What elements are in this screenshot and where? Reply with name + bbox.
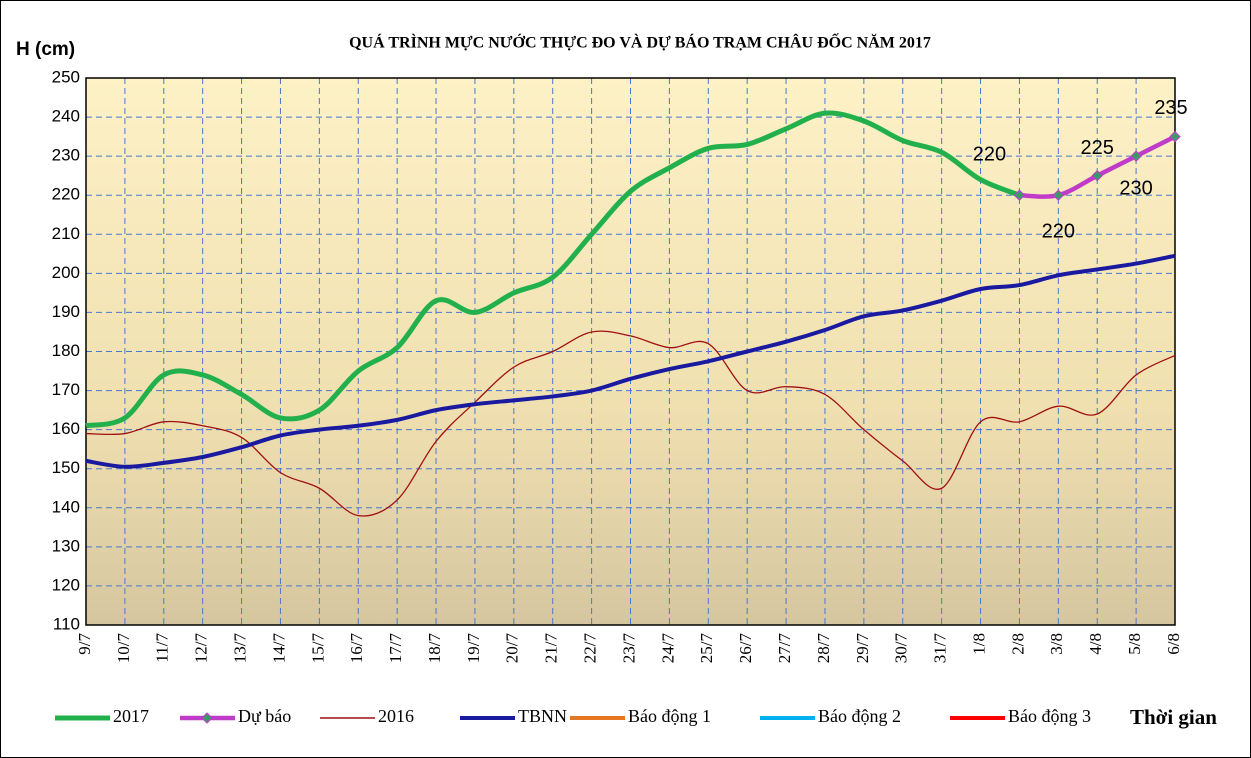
data-label: 220 bbox=[973, 143, 1006, 165]
y-tick-label: 190 bbox=[52, 302, 80, 321]
x-tick-label: 31/7 bbox=[931, 633, 950, 664]
x-tick-label: 24/7 bbox=[658, 633, 677, 664]
y-tick-label: 220 bbox=[52, 185, 80, 204]
legend-marker bbox=[201, 712, 213, 724]
x-tick-label: 3/8 bbox=[1047, 633, 1066, 655]
x-tick-label: 15/7 bbox=[308, 633, 327, 664]
data-label: 220 bbox=[1042, 220, 1075, 242]
x-tick-label: 17/7 bbox=[386, 633, 405, 664]
x-tick-label: 19/7 bbox=[464, 633, 483, 664]
y-tick-label: 210 bbox=[52, 224, 80, 243]
x-tick-label: 1/8 bbox=[969, 633, 988, 655]
x-tick-label: 23/7 bbox=[619, 633, 638, 664]
y-tick-label: 170 bbox=[52, 380, 80, 399]
x-tick-label: 21/7 bbox=[542, 633, 561, 664]
plot-border bbox=[85, 77, 1176, 626]
legend-label: Báo động 3 bbox=[1008, 706, 1091, 726]
x-tick-label: 11/7 bbox=[153, 633, 172, 663]
x-axis-label: Thời gian bbox=[1130, 705, 1217, 729]
y-tick-label: 240 bbox=[52, 107, 80, 126]
x-tick-label: 6/8 bbox=[1164, 633, 1183, 655]
x-tick-label: 25/7 bbox=[697, 633, 716, 664]
legend-label: 2016 bbox=[378, 706, 414, 726]
x-tick-label: 18/7 bbox=[425, 633, 444, 664]
marker bbox=[1013, 189, 1026, 201]
x-tick-label: 20/7 bbox=[503, 633, 522, 664]
y-tick-label: 130 bbox=[52, 536, 80, 555]
series-line bbox=[85, 110, 1021, 429]
x-tick-label: 27/7 bbox=[775, 633, 794, 664]
x-tick-label: 28/7 bbox=[814, 633, 833, 664]
x-tick-label: 14/7 bbox=[269, 633, 288, 664]
y-tick-label: 120 bbox=[52, 575, 80, 594]
legend-label: 2017 bbox=[113, 706, 149, 726]
data-label: 225 bbox=[1081, 137, 1114, 159]
x-tick-label: 2/8 bbox=[1008, 633, 1027, 655]
series-line bbox=[85, 253, 1176, 469]
y-tick-label: 230 bbox=[52, 146, 80, 165]
y-axis-label: H (cm) bbox=[16, 39, 75, 60]
y-tick-label: 110 bbox=[53, 614, 80, 633]
x-tick-label: 29/7 bbox=[853, 633, 872, 664]
marker bbox=[1052, 189, 1065, 201]
y-tick-label: 180 bbox=[52, 341, 80, 360]
x-tick-label: 5/8 bbox=[1125, 633, 1144, 655]
data-label: 235 bbox=[1154, 97, 1187, 119]
x-tick-label: 9/7 bbox=[75, 633, 94, 655]
x-tick-label: 13/7 bbox=[230, 633, 249, 664]
legend-label: Báo động 2 bbox=[818, 706, 901, 726]
y-tick-label: 160 bbox=[52, 419, 80, 438]
legend-label: TBNN bbox=[518, 706, 567, 726]
legend-label: Dự báo bbox=[238, 706, 291, 726]
y-tick-label: 250 bbox=[52, 67, 80, 86]
y-tick-label: 150 bbox=[52, 458, 80, 477]
marker bbox=[1169, 130, 1181, 143]
x-tick-label: 22/7 bbox=[581, 633, 600, 664]
series-line bbox=[85, 330, 1176, 517]
data-label: 230 bbox=[1119, 177, 1152, 199]
x-tick-label: 4/8 bbox=[1086, 633, 1105, 655]
x-tick-label: 12/7 bbox=[192, 633, 211, 664]
legend-label: Báo động 1 bbox=[628, 706, 711, 726]
y-tick-label: 200 bbox=[52, 263, 80, 282]
x-tick-label: 26/7 bbox=[736, 633, 755, 664]
y-tick-label: 140 bbox=[52, 497, 80, 516]
x-tick-label: 10/7 bbox=[114, 633, 133, 664]
x-tick-label: 16/7 bbox=[347, 633, 366, 664]
marker bbox=[1091, 169, 1103, 182]
chart-title: QUÁ TRÌNH MỰC NƯỚC THỰC ĐO VÀ DỰ BÁO TRẠ… bbox=[349, 32, 931, 52]
x-tick-label: 30/7 bbox=[892, 633, 911, 664]
marker bbox=[1130, 150, 1142, 162]
